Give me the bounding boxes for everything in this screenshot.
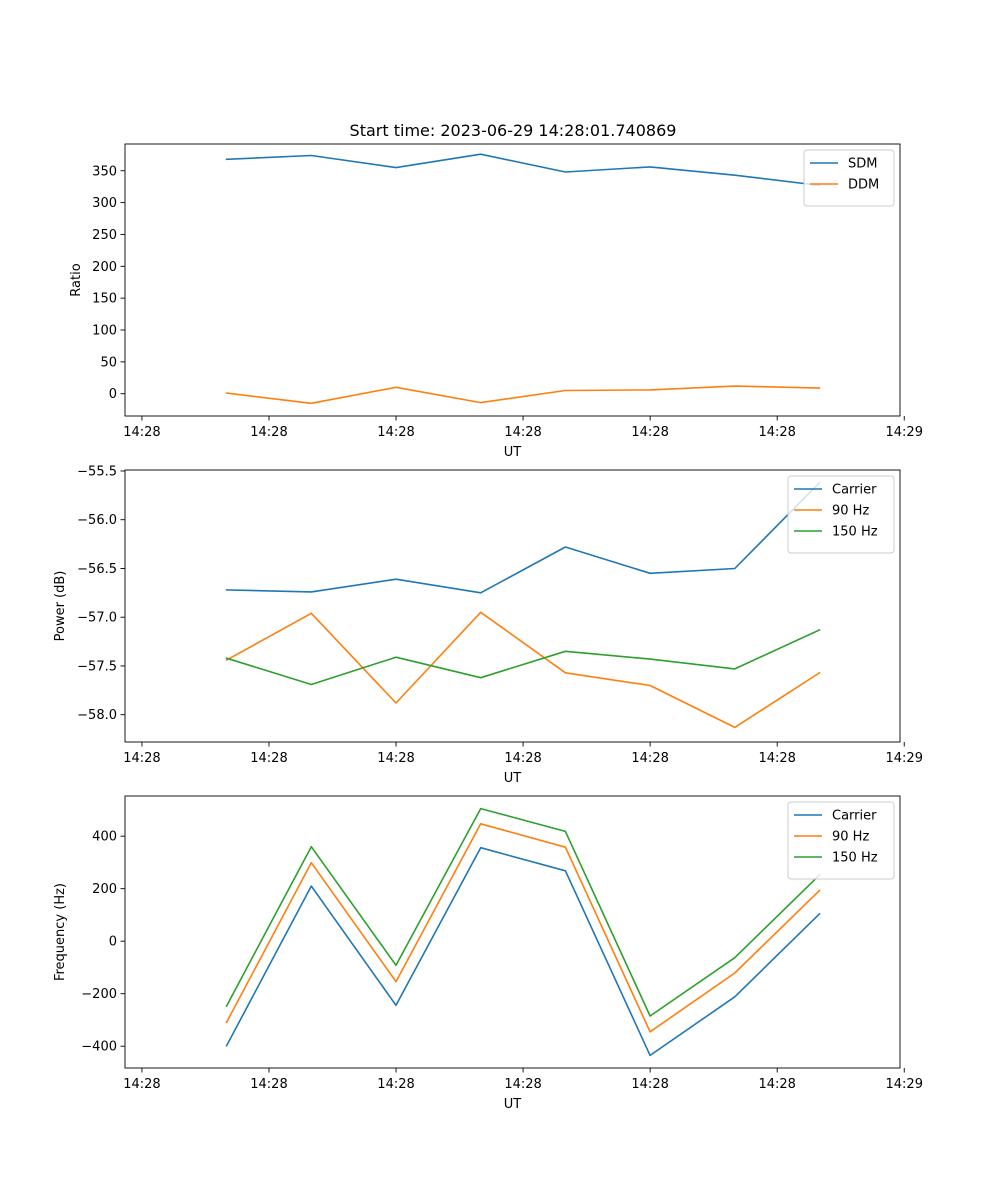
x-axis-label: UT (504, 445, 522, 460)
x-tick-label: 14:28 (758, 425, 795, 440)
y-tick-label: −400 (81, 1040, 117, 1055)
y-tick-label: 0 (109, 387, 117, 402)
chart-title: Start time: 2023-06-29 14:28:01.740869 (350, 121, 677, 140)
legend-box (803, 149, 895, 207)
series-line-150-hz (225, 807, 821, 1017)
series-line-90-hz (225, 611, 821, 729)
series-line-150-hz (225, 628, 821, 686)
x-tick-label: 14:28 (250, 1077, 287, 1092)
x-tick-label: 14:29 (886, 1077, 923, 1092)
y-axis-label: Power (dB) (53, 571, 68, 642)
x-tick-label: 14:28 (504, 1077, 541, 1092)
legend-box (787, 475, 895, 554)
legend-label: 150 Hz (832, 525, 878, 540)
y-tick-label: 100 (92, 324, 117, 339)
plots: 14:28 14:28 14:28 14:28 14:28 14:28 14:29 0 50 10… (53, 143, 923, 1112)
y-tick-label: −57.0 (77, 611, 117, 626)
axes-frame (124, 795, 901, 1069)
x-tick-label: 14:28 (377, 751, 414, 766)
chart-panel-1: 14:28 14:28 14:28 14:28 14:28 14:28 14:29 0 50 10… (69, 143, 923, 460)
x-tick-label: 14:28 (758, 1077, 795, 1092)
legend-box (787, 801, 895, 880)
y-tick-label: 250 (92, 228, 117, 243)
x-tick-label: 14:28 (250, 751, 287, 766)
legend-label: 150 Hz (832, 851, 878, 866)
y-tick-label: −58.0 (77, 708, 117, 723)
series-line-carrier (225, 846, 821, 1057)
x-tick-label: 14:28 (631, 751, 668, 766)
x-tick-label: 14:28 (758, 751, 795, 766)
y-axis-label: Frequency (Hz) (53, 883, 68, 981)
x-tick-label: 14:28 (123, 751, 160, 766)
x-tick-label: 14:28 (377, 1077, 414, 1092)
x-axis-label: UT (504, 771, 522, 786)
y-tick-label: 400 (92, 830, 117, 845)
y-tick-label: 0 (109, 935, 117, 950)
x-tick-label: 14:28 (123, 425, 160, 440)
y-tick-label: −200 (81, 987, 117, 1002)
chart-panel-2: 14:28 14:28 14:28 14:28 14:28 14:28 14:29 −58.0… (53, 464, 923, 786)
x-tick-label: 14:28 (250, 425, 287, 440)
y-tick-label: 200 (92, 882, 117, 897)
axes-frame (124, 469, 901, 743)
y-tick-label: 300 (92, 196, 117, 211)
legend-label: Carrier (832, 483, 877, 498)
legend: Carrier 90 Hz 150 Hz (787, 475, 895, 554)
x-tick-label: 14:28 (631, 1077, 668, 1092)
legend: SDM DDM (803, 149, 895, 207)
y-tick-label: 50 (100, 355, 117, 370)
y-tick-label: −56.5 (77, 562, 117, 577)
legend-label: SDM (848, 157, 877, 172)
x-tick-label: 14:28 (377, 425, 414, 440)
x-tick-label: 14:28 (504, 425, 541, 440)
axes-frame (124, 143, 901, 417)
y-tick-label: −55.5 (77, 464, 117, 479)
series-line-carrier (225, 481, 821, 594)
x-tick-label: 14:28 (631, 425, 668, 440)
x-tick-label: 14:29 (886, 751, 923, 766)
series-line-ddm (225, 385, 821, 405)
legend-label: 90 Hz (832, 830, 869, 845)
x-axis-label: UT (504, 1097, 522, 1112)
legend-label: Carrier (832, 809, 877, 824)
x-tick-label: 14:28 (123, 1077, 160, 1092)
x-tick-label: 14:28 (504, 751, 541, 766)
y-axis-label: Ratio (69, 263, 84, 296)
y-tick-label: −56.0 (77, 513, 117, 528)
legend-label: 90 Hz (832, 504, 869, 519)
legend-label: DDM (848, 178, 879, 193)
y-tick-label: 200 (92, 260, 117, 275)
y-tick-label: 350 (92, 164, 117, 179)
x-tick-label: 14:29 (886, 425, 923, 440)
series-line-sdm (225, 153, 821, 187)
y-tick-label: −57.5 (77, 659, 117, 674)
legend: Carrier 90 Hz 150 Hz (787, 801, 895, 880)
chart-panel-3: 14:28 14:28 14:28 14:28 14:28 14:28 14:29 −400 −… (53, 795, 923, 1112)
y-tick-label: 150 (92, 292, 117, 307)
series-line-90-hz (225, 822, 821, 1033)
